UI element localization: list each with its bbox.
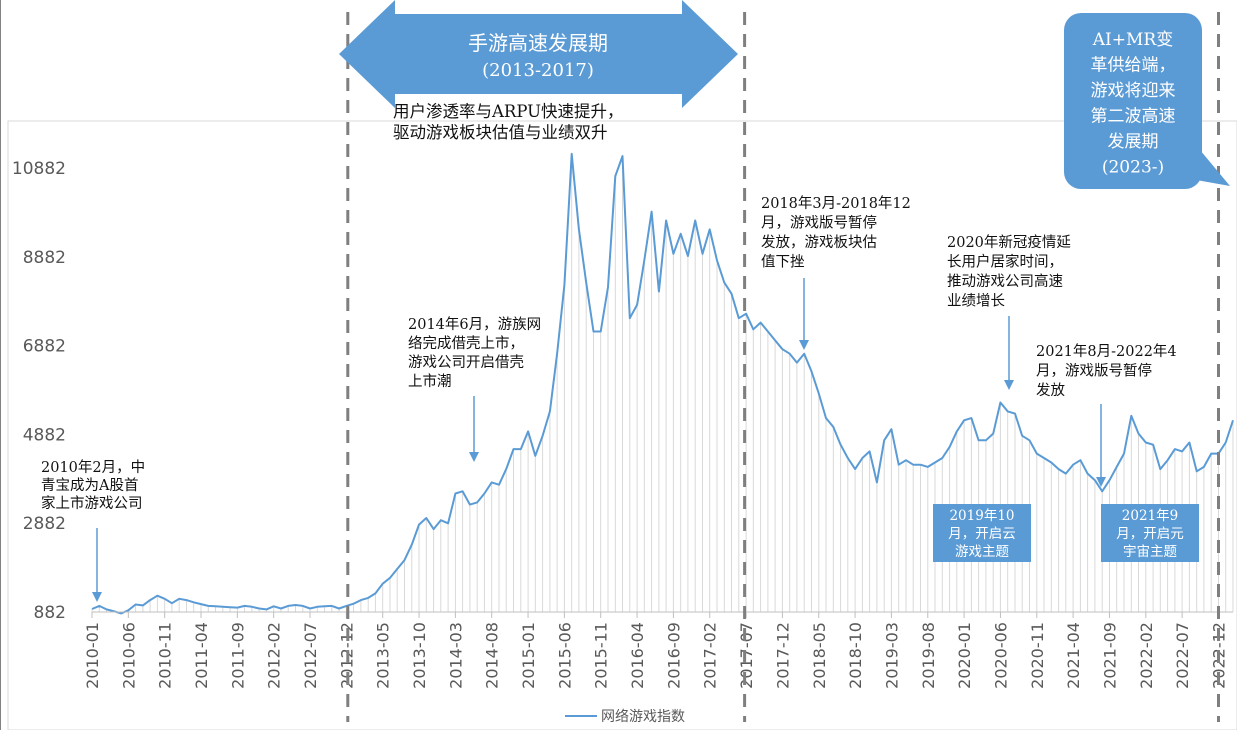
x-tick-label: 2013-05 [374, 622, 393, 689]
annotation-line: 值下挫 [761, 254, 805, 271]
annotation-line: 业绩增长 [947, 293, 1005, 310]
annotation-arrowhead [1004, 380, 1014, 390]
x-tick-label: 2015-01 [519, 622, 538, 689]
annotation-line: 青宝成为A股首 [41, 477, 138, 494]
legend-label: 网络游戏指数 [601, 709, 685, 725]
x-tick-label: 2022-07 [1173, 622, 1192, 689]
x-tick-label: 2015-11 [592, 622, 611, 689]
x-tick-label: 2015-06 [555, 622, 574, 689]
annotation-line: 2018年3月-2018年12 [761, 195, 911, 212]
annotation-line: 月，游戏版号暂停 [761, 215, 877, 232]
x-tick-label: 2010-01 [83, 622, 102, 689]
annotation-line: 月，开启元 [1116, 526, 1184, 542]
phase2-line: (2023-) [1102, 158, 1164, 178]
phase2-line: 游戏将迎来 [1091, 81, 1176, 101]
y-tick-label: 6882 [23, 337, 66, 357]
x-tick-label: 2017-07 [737, 622, 756, 689]
y-tick-label: 4882 [23, 425, 66, 445]
y-tick-label: 8882 [23, 248, 66, 268]
phase2-line: 革供给端， [1091, 56, 1176, 76]
annotation-line: 月，游戏版号暂停 [1036, 363, 1152, 380]
x-tick-label: 2018-05 [810, 622, 829, 689]
x-tick-label: 2012-07 [301, 622, 320, 689]
annotation-line: 长用户居家时间， [947, 254, 1063, 271]
period-years: (2013-2017) [482, 60, 594, 81]
annotation-line: 家上市游戏公司 [41, 495, 143, 512]
x-tick-label: 2010-11 [156, 622, 175, 689]
phase2-line: 第二波高速 [1091, 107, 1176, 127]
phase2-line: 发展期 [1108, 132, 1159, 152]
x-tick-label: 2017-12 [773, 622, 792, 689]
annotation-line: 2021年9 [1122, 508, 1178, 524]
annotation-line: 游戏公司开启借壳 [408, 354, 524, 371]
annotation-line: 2020年新冠疫情延 [947, 234, 1071, 251]
annotation-line: 2021年8月-2022年4 [1036, 343, 1177, 360]
annotation-line: 2010年2月，中 [41, 459, 145, 476]
period-arrow [339, 0, 738, 108]
annotation-arrowhead [469, 452, 479, 462]
annotation-line: 络完成借壳上市， [408, 335, 524, 352]
x-tick-label: 2021-04 [1064, 622, 1083, 689]
y-tick-label: 10882 [12, 159, 66, 179]
annotation-line: 月，开启云 [948, 526, 1016, 542]
annotation-line: 2014年6月，游族网 [408, 316, 541, 333]
annotation-line: 2019年10 [949, 508, 1014, 524]
annotation-line: 宇宙主题 [1123, 544, 1177, 560]
x-tick-label: 2018-10 [846, 622, 865, 689]
x-tick-label: 2021-09 [1101, 622, 1120, 689]
x-tick-label: 2011-04 [192, 622, 211, 689]
annotation-line: 上市潮 [408, 373, 452, 390]
x-tick-label: 2017-02 [701, 622, 720, 689]
phase2-line: AI+MR变 [1092, 30, 1173, 50]
annotation-line: 游戏主题 [955, 544, 1009, 560]
period-desc-line: 用户渗透率与ARPU快速提升， [393, 102, 624, 121]
period-desc-line: 驱动游戏板块估值与业绩双升 [393, 123, 608, 142]
annotation-arrowhead [799, 340, 809, 350]
x-tick-label: 2014-03 [446, 622, 465, 689]
x-tick-label: 2020-11 [1028, 622, 1047, 689]
phase2-callout [1064, 13, 1202, 189]
x-tick-label: 2016-09 [664, 622, 683, 689]
y-tick-label: 2882 [23, 514, 66, 534]
x-tick-label: 2013-10 [410, 622, 429, 689]
x-tick-label: 2019-08 [919, 622, 938, 689]
period-title: 手游高速发展期 [468, 31, 608, 55]
x-tick-label: 2019-03 [882, 622, 901, 689]
x-tick-label: 2014-08 [483, 622, 502, 689]
phase2-callout-tail [1185, 150, 1230, 186]
x-tick-label: 2020-06 [991, 622, 1010, 689]
y-tick-label: 882 [34, 603, 66, 623]
cloud-theme-box [933, 504, 1031, 562]
metaverse-theme-box [1101, 504, 1199, 562]
series-line [91, 152, 1234, 615]
x-tick-label: 2016-04 [628, 622, 647, 689]
annotation-line: 发放 [1036, 382, 1065, 399]
x-tick-label: 2010-06 [119, 622, 138, 689]
annotation-line: 推动游戏公司高速 [947, 273, 1063, 290]
x-tick-label: 2020-01 [955, 622, 974, 689]
x-tick-label: 2011-09 [228, 622, 247, 689]
x-tick-label: 2022-02 [1137, 622, 1156, 689]
annotation-line: 发放，游戏板块估 [761, 233, 877, 251]
annotation-arrowhead [1096, 477, 1106, 487]
annotation-arrowhead [92, 592, 102, 602]
x-tick-label: 2012-02 [265, 622, 284, 689]
